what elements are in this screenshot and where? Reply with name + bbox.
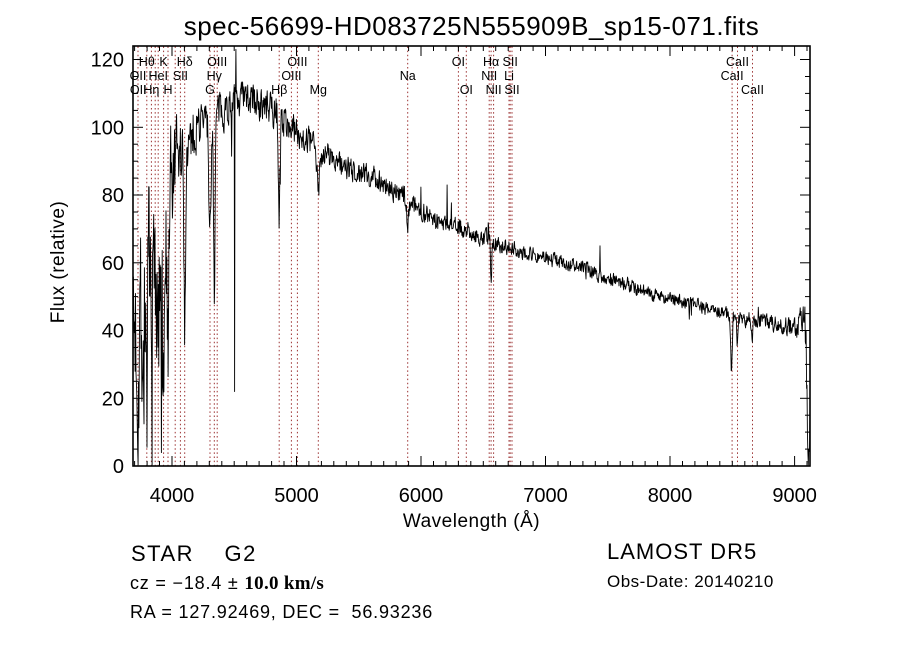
x-tick-label-9000: 9000 bbox=[772, 485, 817, 507]
y-tick-label-60: 60 bbox=[102, 253, 124, 275]
line-label-CaII-8542: CaII bbox=[726, 55, 749, 69]
x-tick-label-5000: 5000 bbox=[274, 485, 319, 507]
line-label-G-4305: G bbox=[205, 83, 215, 97]
y-tick-label-100: 100 bbox=[91, 117, 124, 139]
line-label-OIII-4959: OIII bbox=[281, 69, 301, 83]
plot-frame bbox=[132, 45, 811, 467]
spectrum-trace bbox=[133, 48, 810, 466]
x-tick-label-7000: 7000 bbox=[523, 485, 568, 507]
line-label-SII-6731: SII bbox=[504, 83, 519, 97]
line-label-Hγ-4340: Hγ bbox=[207, 69, 223, 83]
line-label-HeI-3889: HeI bbox=[148, 69, 167, 83]
x-tick-label-4000: 4000 bbox=[150, 485, 195, 507]
plot-title: spec-56699-HD083725N555909B_sp15-071.fit… bbox=[183, 11, 760, 41]
y-tick-label-0: 0 bbox=[113, 456, 124, 478]
line-label-NII-6548: NII bbox=[481, 69, 497, 83]
line-label-Na-5893: Na bbox=[400, 69, 416, 83]
line-label-OII-3727: OII bbox=[130, 69, 147, 83]
line-label-SII-4068: SII bbox=[173, 69, 188, 83]
y-tick-label-40: 40 bbox=[102, 321, 124, 343]
line-label-Hα-6563: Hα bbox=[483, 55, 499, 69]
line-label-SII-6716: SII bbox=[503, 55, 518, 69]
cz-uncertainty: 10.0 km/s bbox=[244, 573, 325, 594]
line-label-CaII-8662: CaII bbox=[741, 83, 764, 97]
line-label-NII-6583: NII bbox=[486, 83, 502, 97]
line-label-OI-6300: OI bbox=[452, 55, 465, 69]
x-tick-label-8000: 8000 bbox=[648, 485, 693, 507]
spectrum-curve bbox=[133, 48, 810, 466]
axes bbox=[132, 45, 811, 467]
line-label-Mg-5175: Mg bbox=[310, 83, 327, 97]
object-class-label: STAR G2 bbox=[131, 541, 257, 566]
obs-date-label: Obs-Date: 20140210 bbox=[607, 572, 774, 591]
y-tick-label-80: 80 bbox=[102, 185, 124, 207]
line-label-OIII-5007: OIII bbox=[287, 55, 307, 69]
spectral-line-markers bbox=[137, 46, 753, 466]
tick-labels: 4000 5000 6000 7000 8000 9000 0 20 40 60 80 100 120 bbox=[91, 50, 817, 508]
x-tick-label-6000: 6000 bbox=[399, 485, 444, 507]
line-label-H-3968: H bbox=[163, 83, 172, 97]
line-label-OI-6364: OI bbox=[460, 83, 473, 97]
cz-value: cz = −18.4 ± bbox=[130, 573, 245, 593]
x-axis-title: Wavelength (Å) bbox=[402, 511, 541, 532]
y-tick-label-20: 20 bbox=[102, 388, 124, 410]
y-axis-title: Flux (relative) bbox=[48, 200, 69, 324]
line-label-CaII-8498: CaII bbox=[721, 69, 744, 83]
line-label-Hη-3835: Hη bbox=[143, 83, 159, 97]
line-label-Hθ-3798: Hθ bbox=[139, 55, 155, 69]
line-label-K-3933: K bbox=[159, 55, 168, 69]
survey-label: LAMOST DR5 bbox=[607, 539, 758, 564]
cz-value-line: cz = −18.4 ± 10.0 km/s bbox=[130, 573, 324, 595]
y-tick-label-120: 120 bbox=[91, 50, 124, 72]
line-label-OII-3729: OII bbox=[130, 83, 147, 97]
ra-dec-value: RA = 127.92469, DEC = 56.93236 bbox=[130, 602, 434, 622]
line-label-OIII-4363: OIII bbox=[207, 55, 227, 69]
line-label-Hδ-4102: Hδ bbox=[177, 55, 193, 69]
line-label-Hβ-4861: Hβ bbox=[271, 83, 287, 97]
line-label-Li-6707: Li bbox=[504, 69, 514, 83]
